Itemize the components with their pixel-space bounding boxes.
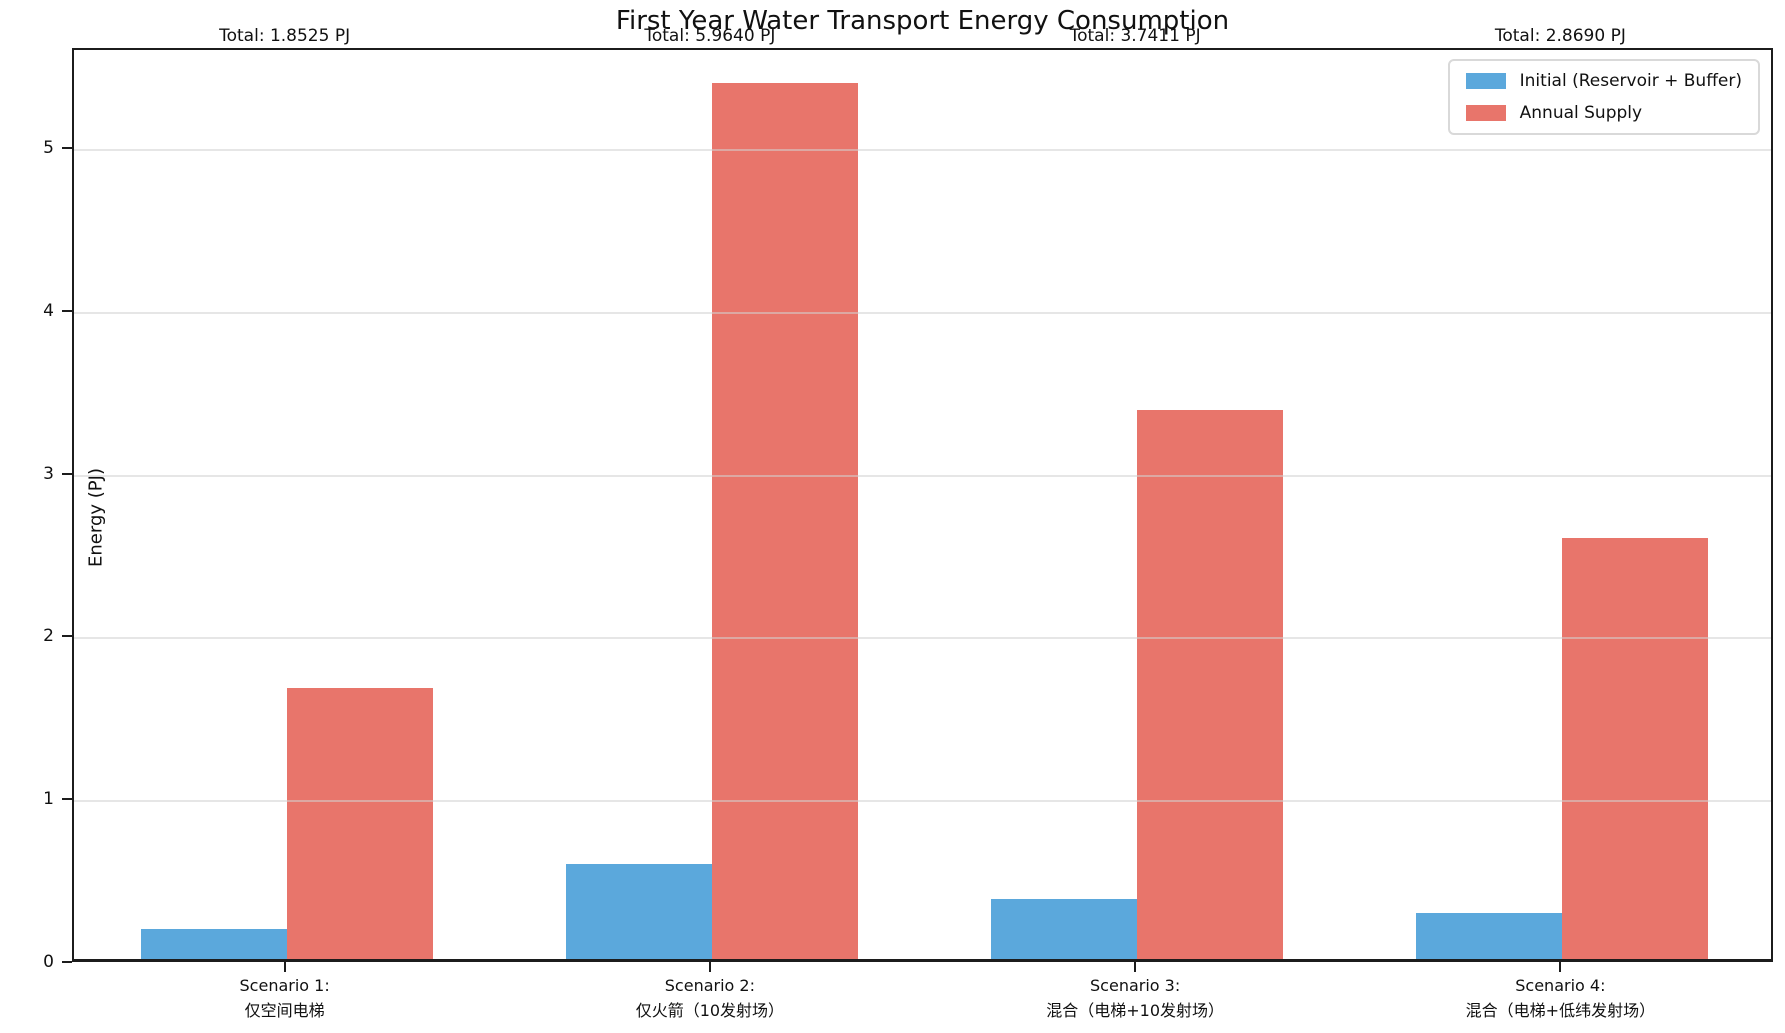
gridline-y2: [74, 637, 1771, 640]
y-tick-mark: [62, 147, 72, 150]
bar-annual-supply-scenario-3: [1137, 409, 1284, 959]
legend: Initial (Reservoir + Buffer) Annual Suppl…: [1447, 59, 1760, 135]
x-tick-label-line2: 混合（电梯+低纬发射场）: [1465, 1000, 1656, 1020]
x-tick-label-scenario-1: Scenario 1: 仅空间电梯: [240, 974, 330, 1024]
y-tick-mark: [62, 635, 72, 638]
x-tick-label-line1: Scenario 2:: [664, 976, 755, 995]
y-tick-mark: [62, 961, 72, 963]
total-label-scenario-4: Total: 2.8690 PJ: [1494, 26, 1626, 46]
total-label-scenario-2: Total: 5.9640 PJ: [644, 26, 776, 46]
gridline-y3: [74, 474, 1771, 477]
legend-entry-1: Initial (Reservoir + Buffer): [1465, 71, 1742, 91]
legend-swatch-2: [1465, 105, 1506, 121]
legend-label-1: Initial (Reservoir + Buffer): [1519, 71, 1742, 91]
bar-initial-scenario-2: [565, 864, 712, 959]
gridline-y1: [74, 800, 1771, 803]
x-tick-label-line2: 混合（电梯+10发射场）: [1046, 1000, 1225, 1020]
chart-title: First Year Water Transport Energy Consum…: [615, 6, 1230, 36]
x-tick-label-scenario-4: Scenario 4: 混合（电梯+低纬发射场）: [1466, 974, 1655, 1024]
x-tick-label-scenario-2: Scenario 2: 仅火箭（10发射场）: [636, 974, 784, 1024]
bar-annual-supply-scenario-4: [1562, 537, 1709, 959]
x-tick-mark: [1134, 962, 1137, 972]
bar-initial-scenario-1: [140, 928, 287, 959]
y-tick-label: 1: [43, 789, 54, 810]
bar-annual-supply-scenario-2: [711, 83, 858, 959]
bar-initial-scenario-3: [991, 899, 1138, 959]
legend-swatch-1: [1465, 73, 1506, 89]
total-label-scenario-3: Total: 3.7411 PJ: [1069, 26, 1201, 46]
x-tick-label-line1: Scenario 4:: [1515, 976, 1606, 995]
x-tick-mark: [1559, 962, 1562, 972]
y-tick-label: 0: [43, 952, 54, 972]
legend-entry-2: Annual Supply: [1465, 103, 1742, 123]
y-tick-label: 2: [43, 626, 54, 647]
gridline-y5: [74, 149, 1771, 152]
gridline-y4: [74, 311, 1771, 314]
x-tick-label-line2: 仅空间电梯: [244, 1000, 325, 1020]
y-tick-label: 5: [43, 138, 54, 159]
total-label-scenario-1: Total: 1.8525 PJ: [219, 26, 351, 46]
legend-label-2: Annual Supply: [1519, 103, 1643, 123]
y-tick-label: 4: [43, 300, 54, 321]
y-tick-mark: [62, 472, 72, 475]
x-tick-label-line1: Scenario 1:: [239, 976, 330, 995]
y-tick-mark: [62, 309, 72, 312]
x-tick-mark: [708, 962, 711, 972]
x-tick-mark: [283, 962, 286, 972]
plot-area: Energy (PJ) Initial (Reservoir + Buffer)…: [72, 48, 1773, 962]
bar-initial-scenario-4: [1416, 913, 1563, 959]
x-tick-label-scenario-3: Scenario 3: 混合（电梯+10发射场）: [1046, 974, 1224, 1024]
y-axis-label-text: Energy (PJ): [85, 468, 107, 567]
x-tick-label-line2: 仅火箭（10发射场）: [635, 1000, 785, 1020]
x-tick-label-line1: Scenario 3:: [1090, 976, 1181, 995]
y-tick-label: 3: [43, 463, 54, 484]
y-tick-mark: [62, 798, 72, 801]
bar-annual-supply-scenario-1: [286, 687, 433, 959]
